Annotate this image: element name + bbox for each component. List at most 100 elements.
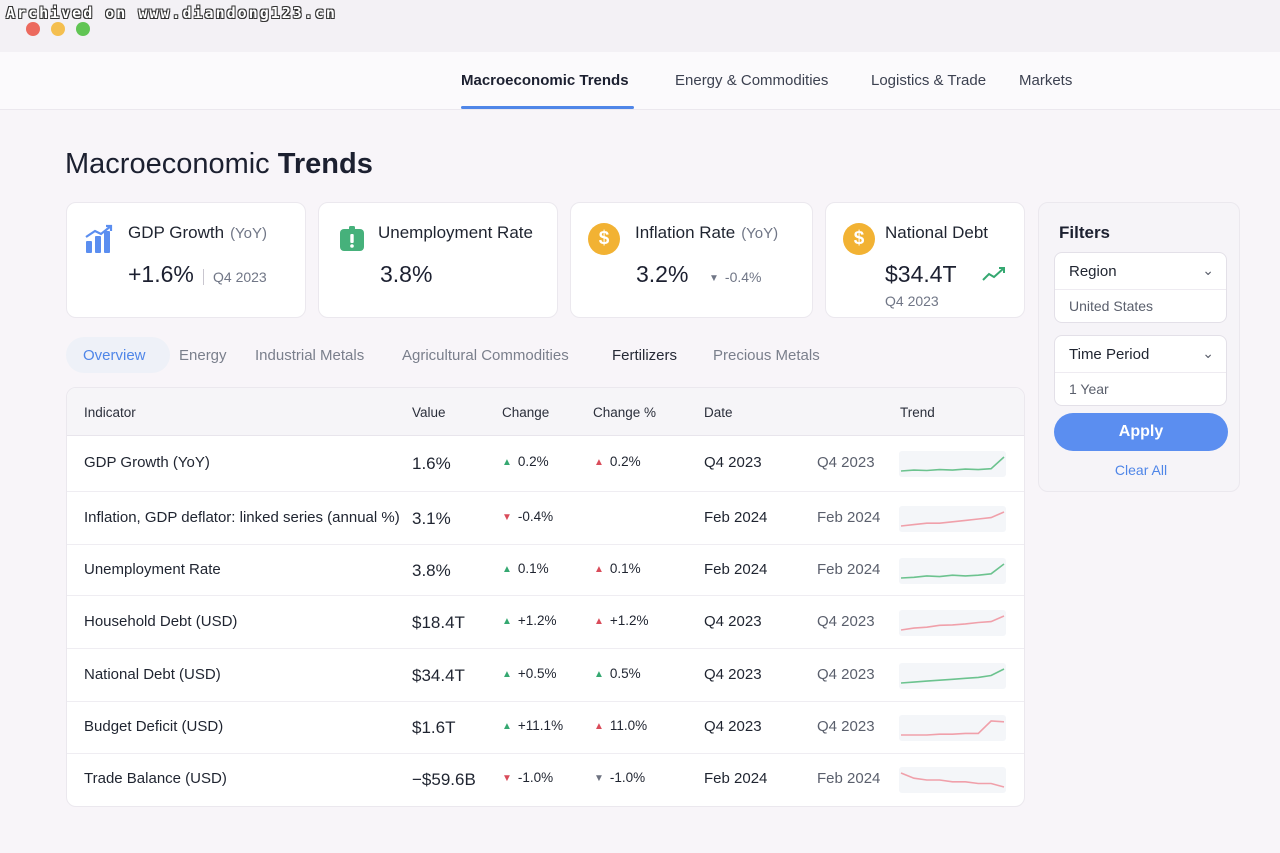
indicator-value: $34.4T xyxy=(412,666,465,685)
trend-up-icon xyxy=(982,267,1005,281)
triangle-up-icon: ▲ xyxy=(502,669,512,680)
maximize-window-button[interactable] xyxy=(76,22,90,36)
triangle-down-icon: ▼ xyxy=(709,273,719,284)
indicator-value: $1.6T xyxy=(412,718,456,737)
time-period-value: 1 Year xyxy=(1069,381,1109,397)
kpi-card-gdp-growth[interactable]: GDP Growth (YoY) +1.6% Q4 2023 xyxy=(66,202,306,318)
header-change[interactable]: Change xyxy=(502,405,550,420)
date: Q4 2023 xyxy=(704,718,762,735)
minimize-window-button[interactable] xyxy=(51,22,65,36)
nav-logistics-trade[interactable]: Logistics & Trade xyxy=(871,72,987,89)
change-value-text: +11.1% xyxy=(517,718,564,733)
header-trend[interactable]: Trend xyxy=(900,405,935,420)
change-value: ▲ 0.2% xyxy=(502,454,549,469)
header-indicator[interactable]: Indicator xyxy=(84,405,136,420)
table-row[interactable]: National Debt (USD) $34.4T ▲ +0.5% ▲ 0.5% Q4 2… xyxy=(67,649,1024,702)
clear-all-link[interactable]: Clear All xyxy=(1114,462,1168,478)
filters-title: Filters xyxy=(1059,223,1111,242)
apply-button[interactable]: Apply xyxy=(1054,413,1228,451)
change-value-text: 0.2% xyxy=(517,454,549,469)
change-value: ▼ -0.4% xyxy=(502,509,553,524)
kpi-card-unemployment[interactable]: Unemployment Rate 3.8% xyxy=(318,202,558,318)
time-period-select[interactable]: Time Period ⌄ 1 Year xyxy=(1054,335,1227,406)
indicator-name: Household Debt (USD) xyxy=(84,613,238,630)
table-header: Indicator Value Change Change % Date Tre… xyxy=(67,388,1024,436)
trend-sparkline xyxy=(899,558,1006,584)
bar-chart-growth-icon xyxy=(85,224,113,253)
indicator-value: 1.6% xyxy=(412,454,451,473)
nav-macroeconomic-trends[interactable]: Macroeconomic Trends xyxy=(461,72,629,89)
id-badge-icon xyxy=(340,226,364,251)
page-title-bold: Trends xyxy=(277,148,373,180)
select-divider xyxy=(1055,372,1226,373)
date-secondary: Feb 2024 xyxy=(817,561,881,578)
date: Feb 2024 xyxy=(704,509,768,526)
header-date[interactable]: Date xyxy=(704,405,733,420)
kpi-inflation-label: Inflation Rate (YoY) xyxy=(635,223,779,242)
dollar-coin-icon: $ xyxy=(588,223,620,255)
change-percent: ▼ -1.0% xyxy=(594,770,645,785)
date-secondary: Q4 2023 xyxy=(817,718,875,735)
date: Feb 2024 xyxy=(704,770,768,787)
trend-sparkline xyxy=(899,506,1006,532)
tab-industrial-metals[interactable]: Industrial Metals xyxy=(255,347,365,364)
indicator-value: $18.4T xyxy=(412,613,465,632)
change-value: ▲ +0.5% xyxy=(502,666,557,681)
sparkline-path xyxy=(900,563,1005,579)
triangle-up-icon: ▲ xyxy=(594,669,604,680)
trend-sparkline xyxy=(899,663,1006,689)
tab-fertilizers[interactable]: Fertilizers xyxy=(612,347,678,364)
change-percent: ▲ 0.1% xyxy=(594,561,641,576)
date-secondary: Q4 2023 xyxy=(817,666,875,683)
change-percent-text: 0.5% xyxy=(609,666,641,681)
trend-sparkline xyxy=(899,451,1006,477)
trend-sparkline xyxy=(899,610,1006,636)
tab-energy[interactable]: Energy xyxy=(179,347,227,364)
chevron-down-icon: ⌄ xyxy=(1202,345,1214,361)
change-percent-text: 0.2% xyxy=(609,454,641,469)
sparkline-path xyxy=(901,720,1005,736)
region-select[interactable]: Region ⌄ United States xyxy=(1054,252,1227,323)
change-percent: ▲ 0.2% xyxy=(594,454,641,469)
triangle-up-icon: ▲ xyxy=(594,564,604,575)
kpi-card-inflation[interactable]: $ Inflation Rate (YoY) 3.2% ▼ -0.4% xyxy=(570,202,813,318)
header-value[interactable]: Value xyxy=(412,405,446,420)
tab-overview[interactable]: Overview xyxy=(83,347,146,364)
table-row[interactable]: Inflation, GDP deflator: linked series (… xyxy=(67,492,1024,545)
kpi-card-national-debt[interactable]: $ National Debt $34.4T Q4 2023 xyxy=(825,202,1025,318)
change-value: ▼ -1.0% xyxy=(502,770,553,785)
nav-active-indicator xyxy=(461,106,634,109)
sparkline-path xyxy=(900,456,1005,472)
indicator-name: Inflation, GDP deflator: linked series (… xyxy=(84,509,400,526)
table-row[interactable]: Budget Deficit (USD) $1.6T ▲ +11.1% ▲ 11.0% Q4… xyxy=(67,702,1024,754)
region-label: Region xyxy=(1069,263,1117,280)
close-window-button[interactable] xyxy=(26,22,40,36)
tab-agricultural-commodities[interactable]: Agricultural Commodities xyxy=(402,347,569,364)
kpi-unemployment-value: 3.8% xyxy=(380,261,433,287)
change-value-text: +1.2% xyxy=(517,613,557,628)
table-row[interactable]: Unemployment Rate 3.8% ▲ 0.1% ▲ 0.1% Feb 2024 F… xyxy=(67,545,1024,596)
kpi-gdp-period: Q4 2023 xyxy=(203,269,267,285)
select-divider xyxy=(1055,289,1226,290)
change-value: ▲ 0.1% xyxy=(502,561,549,576)
nav-markets[interactable]: Markets xyxy=(1019,72,1073,89)
indicator-name: National Debt (USD) xyxy=(84,666,221,683)
nav-energy-commodities[interactable]: Energy & Commodities xyxy=(675,72,829,89)
change-percent: ▲ +1.2% xyxy=(594,613,649,628)
page-title: Macroeconomic Trends xyxy=(65,148,373,181)
sparkline-path xyxy=(900,615,1005,631)
date: Q4 2023 xyxy=(704,454,762,471)
indicator-name: Unemployment Rate xyxy=(84,561,221,578)
date-secondary: Q4 2023 xyxy=(817,613,875,630)
table-row[interactable]: GDP Growth (YoY) 1.6% ▲ 0.2% ▲ 0.2% Q4 2023 Q4 … xyxy=(67,436,1024,492)
change-value-text: 0.1% xyxy=(517,561,549,576)
table-row[interactable]: Household Debt (USD) $18.4T ▲ +1.2% ▲ +1.2% Q4… xyxy=(67,596,1024,649)
region-value: United States xyxy=(1069,298,1154,314)
header-change-percent[interactable]: Change % xyxy=(593,405,657,420)
trend-sparkline xyxy=(899,767,1006,793)
table-row[interactable]: Trade Balance (USD) −$59.6B ▼ -1.0% ▼ -1.0% Fe… xyxy=(67,754,1024,806)
tab-precious-metals[interactable]: Precious Metals xyxy=(713,347,820,364)
date-secondary: Feb 2024 xyxy=(817,509,881,526)
sparkline-path xyxy=(900,668,1005,684)
triangle-up-icon: ▲ xyxy=(502,721,512,732)
